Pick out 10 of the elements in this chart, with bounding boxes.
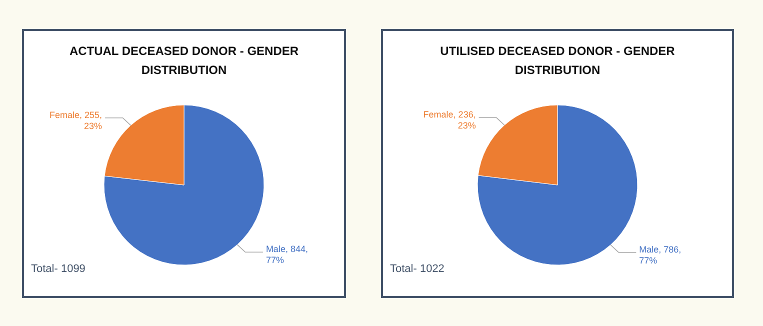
slice-label: Female, 255, 23% (50, 110, 102, 131)
text: Total- 1022 (390, 263, 444, 275)
text: Total- 1099 (31, 263, 86, 275)
chart-title: ACTUAL DECEASED DONOR - GENDER DISTRIBUTION (69, 44, 299, 77)
pie-slice (477, 104, 638, 266)
chart-title: UTILISED DECEASED DONOR - GENDER DISTRIBUTION (440, 44, 676, 77)
pie-slice (104, 104, 264, 266)
slice-label: Male, 786, 77% (639, 244, 682, 266)
slice-label: Female, 236, 23% (423, 110, 476, 131)
slice-label: Male, 844, 77% (266, 244, 308, 266)
